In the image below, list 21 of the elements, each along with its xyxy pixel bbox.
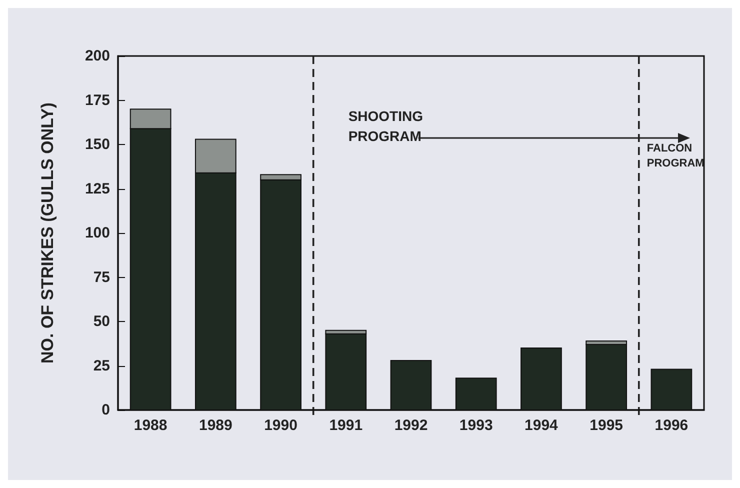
x-tick-label: 1991 — [329, 417, 363, 434]
x-tick-label: 1989 — [198, 417, 232, 434]
x-tick-label: 1993 — [459, 417, 493, 434]
y-tick-label: 150 — [84, 136, 110, 153]
y-axis-title: NO. OF STRIKES (GULLS ONLY) — [38, 102, 57, 364]
y-tick-label: 25 — [93, 357, 110, 374]
ref-line-label: FALCON PROGRAM — [646, 142, 704, 170]
y-tick-label: 75 — [93, 268, 110, 286]
x-tick-label: 1988 — [134, 417, 168, 434]
x-tick-label: 1996 — [654, 417, 688, 434]
y-tick-label: 100 — [84, 224, 110, 242]
y-tick-label: 50 — [93, 313, 110, 330]
y-tick-label: 125 — [84, 180, 110, 198]
x-tick-label: 1995 — [590, 417, 624, 434]
ref-line-label: SHOOTING PROGRAM — [348, 108, 424, 144]
x-tick-label: 1990 — [264, 417, 298, 434]
x-tick-label: 1994 — [524, 417, 559, 434]
y-tick-label: 0 — [102, 402, 110, 418]
x-tick-label: 1992 — [394, 417, 428, 434]
y-tick-label: 200 — [84, 48, 110, 64]
y-tick-label: 175 — [84, 92, 110, 109]
